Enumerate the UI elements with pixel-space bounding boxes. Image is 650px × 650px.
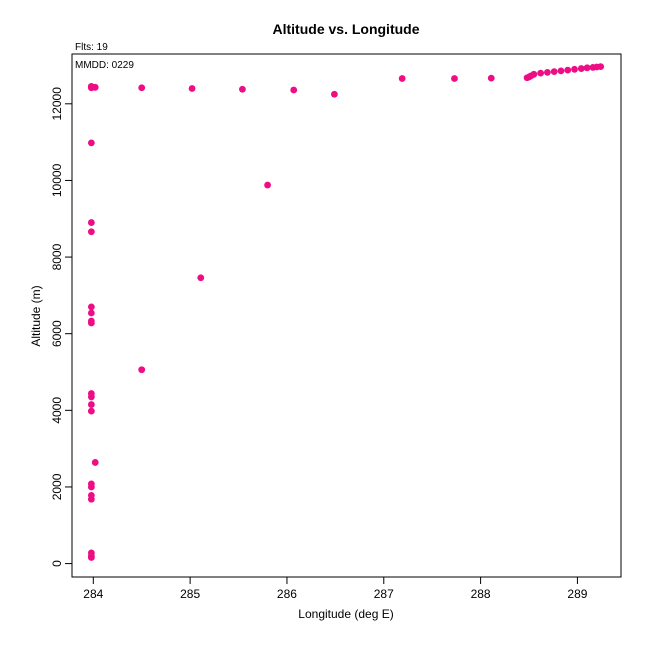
y-tick-label: 10000: [50, 163, 64, 197]
y-tick-label: 2000: [50, 473, 64, 500]
x-axis-label: Longitude (deg E): [298, 607, 393, 621]
data-point: [530, 70, 538, 78]
data-point: [87, 317, 95, 325]
data-point: [577, 65, 585, 72]
x-tick-label: 285: [180, 587, 200, 601]
data-point: [537, 69, 545, 77]
data-point: [264, 181, 271, 189]
chart-title: Altitude vs. Longitude: [273, 21, 420, 37]
data-point: [87, 309, 95, 317]
data-points: [87, 63, 605, 561]
plot-frame: [71, 53, 622, 578]
y-tick-label: 6000: [50, 320, 64, 347]
y-tick-label: 12000: [50, 87, 64, 121]
y-axis-label: Altitude (m): [29, 285, 43, 346]
data-point: [87, 139, 95, 147]
data-point: [87, 401, 95, 408]
date-annotation: MMDD: 0229: [75, 60, 134, 71]
flights-annotation: Flts: 19: [75, 42, 108, 53]
data-point: [87, 228, 95, 236]
data-point: [188, 85, 196, 92]
y-axis: 0 2000 4000 6000 8000 10000 12000: [50, 87, 73, 567]
y-tick-label: 4000: [50, 397, 64, 424]
data-point: [138, 366, 146, 374]
x-tick-label: 288: [471, 587, 491, 601]
data-point: [330, 90, 338, 98]
x-tick-label: 287: [374, 587, 394, 601]
data-point: [87, 219, 95, 226]
data-point: [571, 65, 578, 73]
data-point: [583, 64, 591, 72]
y-tick-label: 8000: [50, 243, 64, 270]
x-axis: 284 285 286 287 288 289: [83, 576, 588, 601]
x-tick-label: 284: [83, 587, 103, 601]
data-point: [564, 66, 572, 74]
data-point: [597, 63, 605, 71]
data-point: [87, 491, 95, 499]
data-point: [544, 68, 551, 76]
data-point: [91, 459, 99, 466]
data-point: [138, 84, 146, 92]
data-point: [87, 303, 95, 311]
data-point: [550, 68, 558, 76]
data-point: [87, 549, 95, 557]
data-point: [87, 390, 95, 397]
data-point: [87, 480, 95, 488]
data-point: [398, 75, 406, 82]
data-point: [290, 86, 298, 94]
data-point: [87, 407, 95, 415]
x-tick-label: 289: [567, 587, 587, 601]
data-point: [487, 74, 495, 82]
data-point: [197, 274, 205, 282]
data-point: [91, 83, 99, 91]
data-point: [557, 67, 565, 75]
data-point: [451, 75, 458, 82]
data-point: [239, 85, 246, 93]
x-tick-label: 286: [277, 587, 297, 601]
y-tick-label: 0: [50, 560, 64, 567]
